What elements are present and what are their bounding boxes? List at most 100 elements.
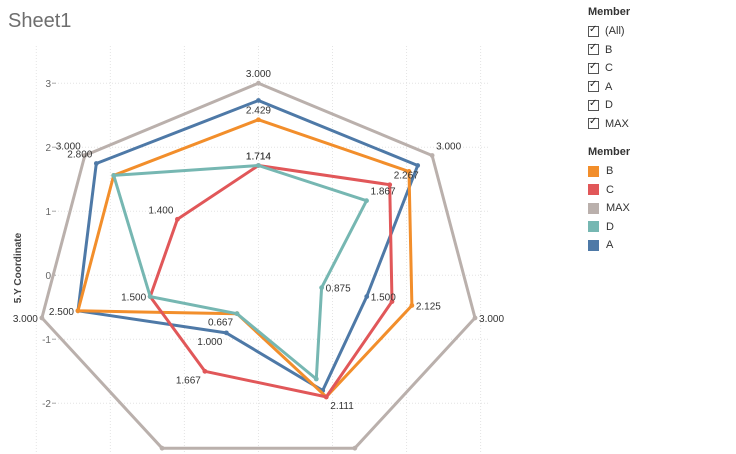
label-layer: 3.000 3.000 3.000 3.000 3.000 1.500 1.000 2.500… [13, 69, 505, 412]
data-point-b[interactable] [406, 169, 412, 174]
legend-item-b[interactable]: B [588, 162, 630, 181]
color-swatch [588, 184, 599, 196]
filter-item-label: B [605, 43, 613, 56]
filter-item-b[interactable]: B [588, 41, 630, 60]
data-point-c[interactable] [202, 368, 208, 374]
data-point-d[interactable] [313, 376, 319, 382]
member-color-legend: Member B C MAX D A [588, 146, 630, 255]
filter-item-d[interactable]: D [588, 96, 630, 115]
data-point-d[interactable] [364, 198, 369, 204]
legend-item-max[interactable]: MAX [588, 199, 630, 218]
data-point-b[interactable] [256, 117, 261, 123]
checkbox-icon[interactable] [588, 116, 599, 130]
data-point-max[interactable] [429, 153, 435, 158]
y-tick-label: 1 [45, 207, 51, 218]
legend-item-c[interactable]: C [588, 181, 630, 200]
series-layer [39, 80, 478, 451]
data-label-c: 1.667 [176, 375, 201, 386]
data-point-max[interactable] [159, 445, 165, 451]
data-label-d: 0.667 [208, 318, 233, 329]
legend-item-label: D [606, 220, 614, 233]
data-label-max: 3.000 [56, 141, 81, 152]
filter-item-label: A [605, 80, 613, 93]
y-tick-label: -1 [42, 335, 51, 346]
y-axis-label: 5.Y Coordinate [13, 232, 24, 303]
member-filter: Member (All) BCAD MAX [588, 6, 630, 133]
data-point-c[interactable] [387, 182, 393, 188]
y-tick-label: 3 [45, 79, 51, 90]
series-line-d[interactable] [112, 164, 368, 381]
color-swatch [588, 202, 599, 214]
data-label-b: 2.429 [246, 106, 271, 117]
data-label-c: 1.400 [148, 205, 173, 216]
filter-title: Member [588, 6, 631, 18]
grid-layer: 3 2 1 0 -1 -2 [35, 46, 488, 454]
data-point-a[interactable] [415, 163, 421, 168]
data-point-b[interactable] [75, 308, 81, 314]
filter-item-c[interactable]: C [588, 59, 630, 78]
data-label-a: 1.500 [371, 293, 396, 304]
data-label-d: 0.875 [326, 284, 351, 295]
data-point-a[interactable] [256, 98, 261, 103]
series-line-c[interactable] [148, 164, 394, 399]
data-label-a: 2.500 [49, 307, 74, 318]
data-point-d[interactable] [147, 294, 153, 299]
data-label-c: 1.500 [121, 293, 146, 304]
data-point-max[interactable] [352, 445, 358, 451]
data-point-a[interactable] [364, 294, 370, 299]
filter-item-max[interactable]: MAX [588, 115, 630, 134]
series-line-a[interactable] [76, 99, 420, 392]
legend-item-label: C [606, 183, 614, 196]
data-label-max: 3.000 [479, 314, 504, 325]
legend-item-label: B [606, 165, 614, 178]
color-swatch [588, 239, 599, 251]
data-label-max: 3.000 [436, 141, 461, 152]
checkbox-icon[interactable] [588, 42, 599, 56]
data-point-max[interactable] [82, 153, 88, 158]
y-tick-label: 0 [45, 271, 51, 282]
filter-item-a[interactable]: A [588, 78, 630, 97]
filter-item-label: C [605, 62, 613, 75]
data-point-max[interactable] [39, 315, 45, 321]
data-point-d[interactable] [319, 285, 325, 291]
data-point-max[interactable] [472, 315, 478, 321]
data-label-d: 1.714 [246, 152, 271, 163]
data-point-d[interactable] [234, 311, 240, 317]
data-label-a: 2.800 [67, 149, 92, 160]
series-line-b[interactable] [76, 118, 414, 399]
data-point-a[interactable] [223, 330, 229, 336]
data-label-c: 1.714 [246, 152, 271, 163]
data-point-c[interactable] [174, 216, 180, 222]
color-legend-title: Member [588, 146, 631, 158]
y-tick-label: 2 [45, 143, 51, 154]
color-list: B C MAX D A [588, 162, 630, 255]
data-point-d[interactable] [111, 173, 117, 178]
checkbox-icon[interactable] [588, 24, 599, 37]
filter-item-label: MAX [605, 117, 629, 130]
data-point-max[interactable] [256, 80, 261, 86]
color-swatch [588, 221, 599, 233]
data-point-a[interactable] [93, 161, 99, 166]
filter-list: (All) BCAD MAX [588, 22, 630, 133]
filter-item-all[interactable]: (All) [588, 22, 630, 41]
sheet-title: Sheet1 [8, 10, 72, 32]
data-label-c: 2.267 [394, 171, 419, 182]
data-point-c[interactable] [389, 299, 395, 304]
checkbox-icon[interactable] [588, 61, 599, 74]
checkbox-icon[interactable] [588, 98, 599, 111]
data-label-b: 2.125 [416, 301, 441, 312]
legend-item-label: MAX [606, 202, 630, 215]
data-point-c[interactable] [323, 394, 329, 400]
legend-item-d[interactable]: D [588, 218, 630, 237]
legend-item-label: A [606, 239, 614, 252]
checkbox-icon[interactable] [588, 79, 599, 93]
data-point-b[interactable] [409, 303, 415, 308]
data-label-d: 1.867 [371, 187, 396, 198]
data-label-max: 3.000 [13, 314, 38, 325]
data-point-d[interactable] [256, 163, 261, 168]
data-label-max: 3.000 [246, 69, 271, 80]
filter-item-label: (All) [605, 25, 625, 38]
series-line-max[interactable] [40, 81, 477, 450]
legend-item-a[interactable]: A [588, 236, 630, 255]
